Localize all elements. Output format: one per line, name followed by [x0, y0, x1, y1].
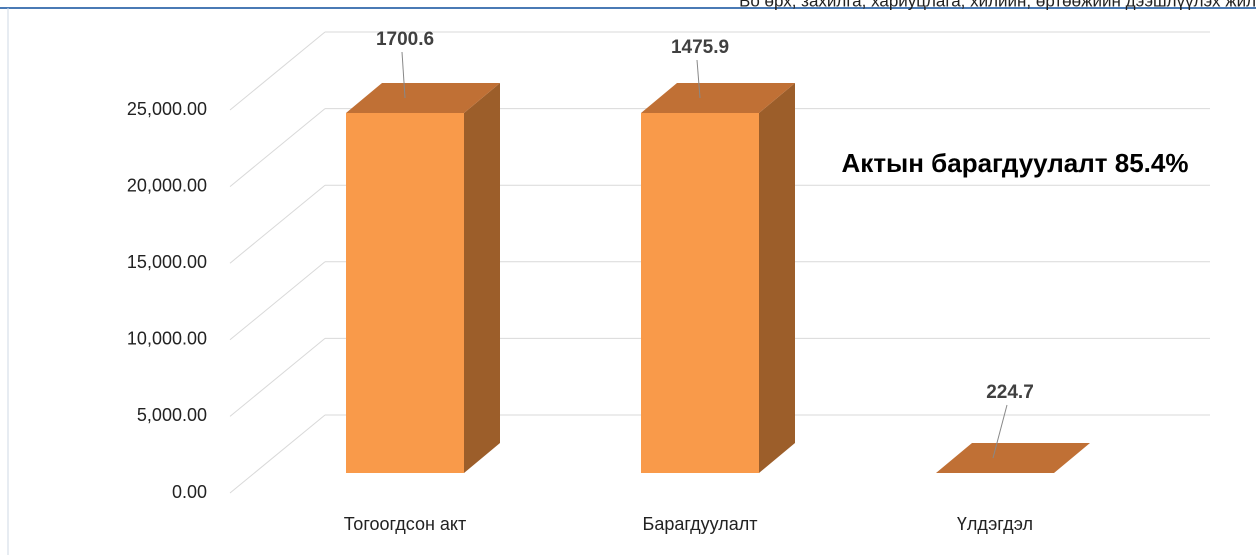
leader-line: [992, 404, 1008, 459]
bar-side: [759, 82, 795, 473]
data-label: 1700.6: [376, 29, 434, 50]
grid-line: [229, 108, 326, 187]
leader-line: [696, 59, 701, 99]
bar-front: [641, 112, 759, 473]
y-tick-label: 5,000.00: [137, 405, 207, 425]
bar: [346, 82, 500, 473]
data-label: 224.7: [986, 382, 1034, 403]
bar-top: [641, 82, 795, 113]
grid-line: [229, 414, 326, 494]
bar-front: [346, 112, 464, 473]
leader-line: [401, 51, 406, 99]
grid-line: [229, 184, 326, 264]
y-tick-label: 20,000.00: [127, 175, 207, 195]
x-tick-label: Үлдэгдэл: [957, 514, 1033, 534]
y-tick-label: 15,000.00: [127, 252, 207, 272]
grid-line: [229, 338, 326, 417]
y-tick-label: 25,000.00: [127, 99, 207, 119]
grid-line: [229, 31, 326, 111]
bar-top: [936, 443, 1090, 473]
y-tick-label: 10,000.00: [127, 329, 207, 349]
y-tick-label: 0.00: [172, 482, 207, 502]
bar-side: [464, 82, 500, 473]
bar-top: [346, 82, 500, 113]
grid-line: [229, 261, 326, 341]
x-tick-label: Барагдуулалт: [643, 514, 758, 534]
data-label: 1475.9: [671, 37, 729, 58]
x-tick-label: Тогоогдсон акт: [344, 514, 467, 534]
annotation: Актын барагдуулалт 85.4%: [842, 148, 1189, 178]
bar: [936, 443, 1090, 473]
bar: [641, 82, 795, 473]
chart-title: Бо өрх, захилга, хариуцлага, хилийн, өрт…: [739, 0, 1256, 10]
